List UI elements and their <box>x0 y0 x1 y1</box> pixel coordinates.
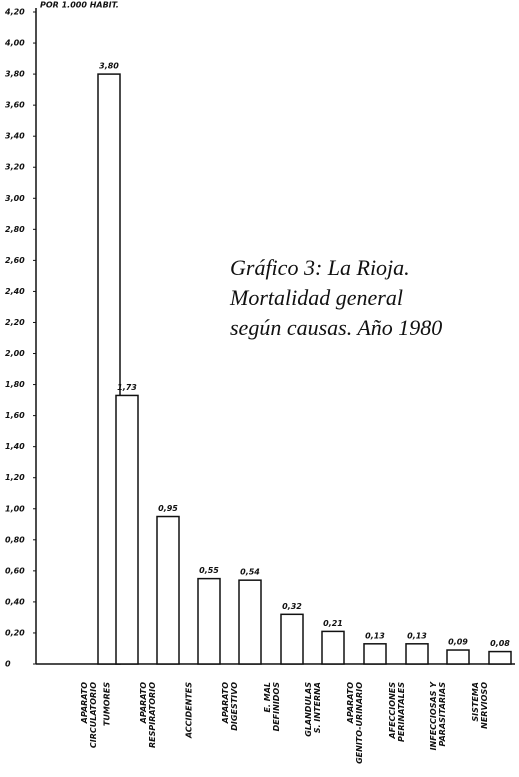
y-tick-label: 2,40 <box>5 287 25 296</box>
y-tick-label: 1,60 <box>5 411 25 420</box>
x-tick-label: APARATO <box>346 682 355 725</box>
value-label: 0,32 <box>282 602 302 611</box>
bar <box>115 394 139 665</box>
value-label: 0,13 <box>407 631 427 640</box>
x-tick-label: S. INTERNA <box>313 682 322 733</box>
y-axis-label: POR 1.000 HABIT. <box>40 1 119 10</box>
bar <box>156 515 180 665</box>
bar <box>197 577 221 665</box>
y-tick-label: 4,20 <box>4 8 25 17</box>
y-tick-label: 3,20 <box>5 163 25 172</box>
value-label: 0,95 <box>158 504 178 513</box>
x-tick-label: GENITO-URINARIO <box>355 682 364 764</box>
value-label: 0,55 <box>199 566 219 575</box>
value-label: 0,08 <box>490 639 510 648</box>
y-tick-label: 0,40 <box>5 597 25 606</box>
x-tick-label: APARATO <box>221 682 230 725</box>
y-tick-label: 3,40 <box>5 132 25 141</box>
y-tick-label: 0,20 <box>5 628 25 637</box>
x-tick-label: SISTEMA <box>471 682 480 722</box>
y-tick-label: 2,80 <box>5 225 25 234</box>
chart-title: Mortalidad general <box>229 285 403 310</box>
y-tick-label: 0 <box>5 660 11 669</box>
value-label: 1,73 <box>117 383 137 392</box>
bar <box>238 579 262 665</box>
x-tick-label: INFECCIOSAS Y <box>429 681 438 751</box>
x-tick-label: PARASITARIAS <box>438 682 447 747</box>
x-tick-label: RESPIRATORIO <box>148 682 157 748</box>
y-tick-label: 0,60 <box>5 566 25 575</box>
x-tick-label: DEFINIDOS <box>272 682 281 732</box>
x-tick-label: CIRCULATORIO <box>89 682 98 748</box>
y-tick-label: 0,80 <box>5 535 25 544</box>
y-tick-label: 1,20 <box>5 473 25 482</box>
y-tick-label: 2,60 <box>5 256 25 265</box>
value-label: 3,80 <box>99 62 119 71</box>
y-tick-label: 2,00 <box>5 349 25 358</box>
x-tick-label: GLANDULAS <box>304 682 313 737</box>
x-tick-label: APARATO <box>139 682 148 725</box>
y-tick-label: 1,00 <box>5 504 25 513</box>
bar <box>280 613 304 665</box>
y-tick-label: 3,00 <box>5 194 25 203</box>
x-tick-label: DIGESTIVO <box>230 682 239 731</box>
bar <box>321 630 345 665</box>
x-tick-label: PERINATALES <box>397 682 406 742</box>
y-tick-label: 3,60 <box>5 101 25 110</box>
y-tick-label: 1,40 <box>5 442 25 451</box>
chart-title: según causas. Año 1980 <box>230 315 442 340</box>
x-tick-label: NERVIOSO <box>480 682 489 729</box>
y-tick-label: 2,20 <box>5 318 25 327</box>
bar <box>446 649 470 665</box>
value-label: 0,54 <box>240 568 260 577</box>
bar <box>488 650 512 665</box>
value-label: 0,21 <box>323 619 343 628</box>
y-tick-label: 3,80 <box>5 70 25 79</box>
bar <box>97 73 121 665</box>
y-tick-label: 4,00 <box>4 39 25 48</box>
value-label: 0,13 <box>365 631 385 640</box>
bar <box>405 643 429 665</box>
x-tick-label: APARATO <box>80 682 89 725</box>
bar <box>363 643 387 665</box>
x-tick-label: ACCIDENTES <box>185 682 194 739</box>
chart-title: Gráfico 3: La Rioja. <box>230 255 410 280</box>
value-label: 0,09 <box>448 638 468 647</box>
y-tick-label: 1,80 <box>5 380 25 389</box>
x-tick-label: E. MAL <box>263 682 272 713</box>
x-tick-label: TUMORES <box>103 682 112 726</box>
x-tick-label: AFECCIONES <box>388 682 397 740</box>
